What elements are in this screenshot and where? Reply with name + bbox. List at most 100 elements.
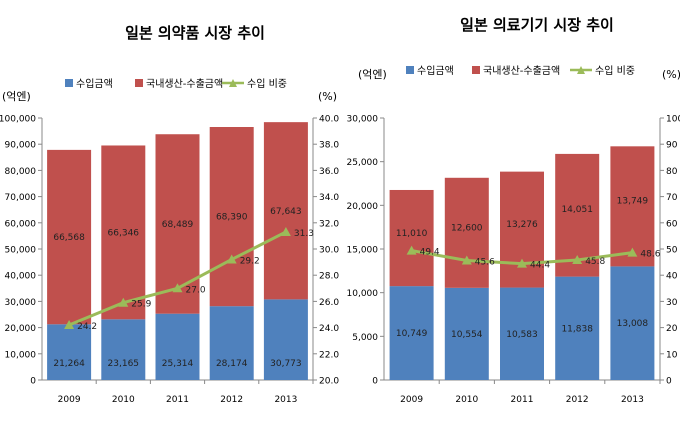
data-label-import: 25,314 — [162, 359, 194, 369]
left-tick-label: 20,000 — [347, 202, 379, 212]
left-tick-label: 30,000 — [5, 298, 37, 308]
legend-swatch — [135, 79, 143, 87]
data-label-import: 11,838 — [561, 324, 593, 334]
data-label-share: 24.2 — [77, 322, 97, 332]
left-tick-label: 0 — [30, 377, 36, 387]
x-tick-label: 2013 — [621, 395, 644, 405]
data-label-share: 48.6 — [640, 250, 660, 260]
right-tick-label: 80 — [666, 167, 678, 177]
data-label-import: 21,264 — [53, 359, 85, 369]
x-tick-label: 2010 — [112, 395, 135, 405]
right-axis-unit: (%) — [662, 68, 680, 81]
data-label-domestic: 12,600 — [451, 223, 483, 233]
data-label-share: 31.3 — [294, 229, 314, 239]
legend-label: 국내생산-수출금액 — [146, 78, 223, 90]
left-tick-label: 50,000 — [5, 246, 37, 256]
legend-label: 수입금액 — [417, 64, 454, 77]
chart-2: 일본 의료기기 시장 추이 (억엔) (%) 수입금액 국내생산-수출금액 수입 비중 0 5… — [347, 16, 680, 405]
left-axis-unit: (억엔) — [2, 90, 31, 103]
left-tick-label: 90,000 — [5, 141, 37, 151]
left-tick-label: 25,000 — [347, 158, 379, 168]
data-label-import: 13,008 — [617, 319, 649, 329]
left-tick-label: 20,000 — [5, 324, 37, 334]
right-tick-label: 24.0 — [319, 324, 339, 334]
x-tick-label: 2011 — [511, 395, 534, 405]
right-tick-label: 100 — [666, 115, 680, 125]
bar-import — [47, 324, 91, 380]
data-label-import: 10,583 — [506, 330, 538, 340]
left-tick-label: 10,000 — [5, 350, 37, 360]
x-tick-label: 2012 — [566, 395, 589, 405]
right-tick-label: 32.0 — [319, 219, 339, 229]
data-label-domestic: 68,489 — [162, 220, 194, 230]
right-tick-label: 60 — [666, 219, 678, 229]
right-tick-label: 20 — [666, 324, 678, 334]
data-label-domestic: 14,051 — [561, 205, 593, 215]
data-label-domestic: 66,346 — [108, 228, 140, 238]
bar-import — [156, 314, 200, 380]
left-axis-unit: (억엔) — [358, 68, 387, 81]
data-label-share: 29.2 — [240, 256, 260, 266]
right-tick-label: 50 — [666, 246, 678, 256]
right-tick-label: 22.0 — [319, 350, 339, 360]
left-tick-label: 15,000 — [347, 246, 379, 256]
chart-title: 일본 의약품 시장 추이 — [125, 24, 265, 42]
legend-label: 수입금액 — [76, 77, 113, 90]
right-tick-label: 34.0 — [319, 193, 339, 203]
data-label-domestic: 13,276 — [506, 220, 538, 230]
left-tick-label: 70,000 — [5, 193, 37, 203]
data-label-share: 45.6 — [475, 258, 495, 268]
left-tick-label: 0 — [372, 377, 378, 387]
left-tick-label: 60,000 — [5, 219, 37, 229]
bar-import — [101, 319, 145, 380]
data-label-share: 45.8 — [585, 257, 605, 267]
data-label-domestic: 66,568 — [53, 233, 85, 243]
data-label-import: 10,554 — [451, 330, 483, 340]
legend-swatch — [406, 66, 414, 74]
legend-label: 국내생산-수출금액 — [483, 65, 560, 77]
right-tick-label: 30 — [666, 298, 678, 308]
chart-title: 일본 의료기기 시장 추이 — [460, 16, 614, 34]
data-label-domestic: 68,390 — [216, 213, 248, 223]
legend-label: 수입 비중 — [595, 64, 635, 77]
x-tick-label: 2009 — [58, 395, 81, 405]
x-tick-label: 2010 — [455, 395, 478, 405]
right-tick-label: 40.0 — [319, 115, 339, 125]
right-tick-label: 0 — [666, 377, 672, 387]
right-tick-label: 10 — [666, 350, 678, 360]
left-tick-label: 40,000 — [5, 272, 37, 282]
right-tick-label: 40 — [666, 272, 678, 282]
data-label-domestic: 13,749 — [617, 196, 649, 206]
data-label-import: 28,174 — [216, 359, 248, 369]
data-label-share: 27.0 — [186, 285, 206, 295]
right-tick-label: 90 — [666, 141, 678, 151]
right-tick-label: 70 — [666, 193, 678, 203]
x-tick-label: 2009 — [400, 395, 423, 405]
left-tick-label: 100,000 — [0, 115, 36, 125]
data-label-share: 44.4 — [530, 261, 550, 271]
right-tick-label: 20.0 — [319, 377, 339, 387]
x-tick-label: 2013 — [274, 395, 297, 405]
left-tick-label: 10,000 — [347, 289, 379, 299]
x-tick-label: 2011 — [166, 395, 189, 405]
left-tick-label: 80,000 — [5, 167, 37, 177]
right-tick-label: 30.0 — [319, 246, 339, 256]
left-tick-label: 5,000 — [352, 333, 378, 343]
right-tick-label: 28.0 — [319, 272, 339, 282]
data-label-import: 23,165 — [108, 359, 140, 369]
legend-swatch — [65, 79, 73, 87]
right-tick-label: 38.0 — [319, 141, 339, 151]
x-tick-label: 2012 — [220, 395, 243, 405]
right-tick-label: 36.0 — [319, 167, 339, 177]
left-tick-label: 30,000 — [347, 115, 379, 125]
data-label-import: 30,773 — [270, 359, 302, 369]
data-label-share: 49.4 — [420, 248, 440, 258]
data-label-import: 10,749 — [396, 329, 428, 339]
legend-swatch — [472, 66, 480, 74]
right-axis-unit: (%) — [318, 90, 337, 103]
data-label-domestic: 11,010 — [396, 229, 428, 239]
data-label-share: 25.9 — [131, 300, 151, 310]
